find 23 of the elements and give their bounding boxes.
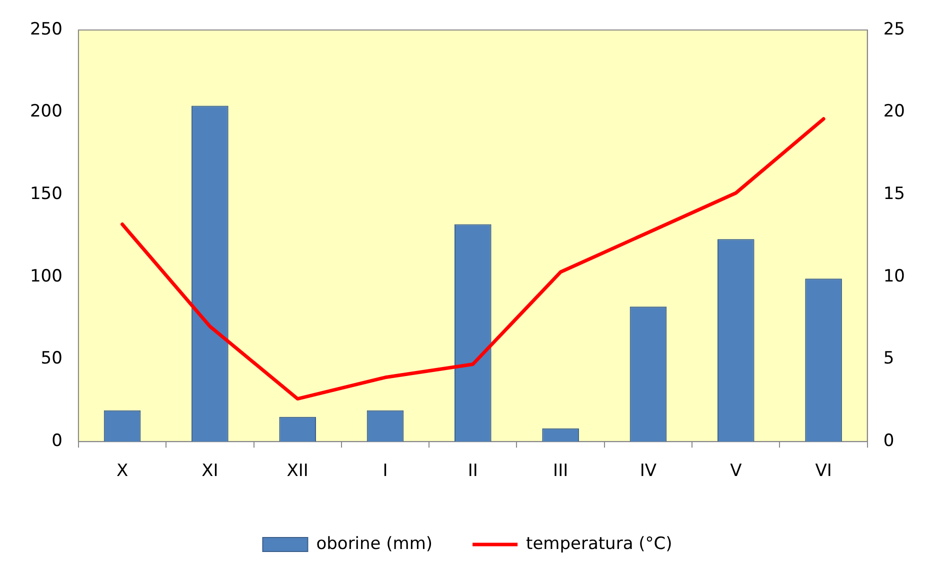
y2-tick-label: 25: [883, 19, 906, 40]
y-tick-label: 200: [30, 102, 62, 122]
x-tick-label: XII: [286, 461, 308, 482]
y-tick-label: 250: [30, 19, 62, 40]
y-tick-label: 50: [40, 348, 62, 369]
x-tick-label: X: [116, 461, 128, 482]
x-tick-label: VI: [815, 461, 832, 482]
y-tick-label: 150: [30, 184, 62, 204]
y2-tick-label: 20: [883, 102, 906, 122]
legend-label: oborine (mm): [316, 534, 433, 554]
y-tick-label: 0: [52, 431, 62, 452]
y-tick-label: 100: [30, 266, 62, 286]
y2-tick-label: 10: [883, 266, 906, 286]
y2-tick-label: 5: [883, 348, 894, 369]
x-tick-label: V: [730, 461, 742, 482]
y2-tick-label: 0: [883, 431, 894, 452]
x-tick-label: IV: [640, 461, 657, 482]
y2-tick-label: 15: [883, 184, 906, 204]
legend-label: temperatura (°C): [526, 534, 672, 554]
x-tick-label: I: [382, 461, 388, 482]
x-tick-label: III: [553, 461, 568, 482]
x-tick-label: XI: [202, 461, 218, 482]
x-tick-label: II: [468, 461, 478, 482]
